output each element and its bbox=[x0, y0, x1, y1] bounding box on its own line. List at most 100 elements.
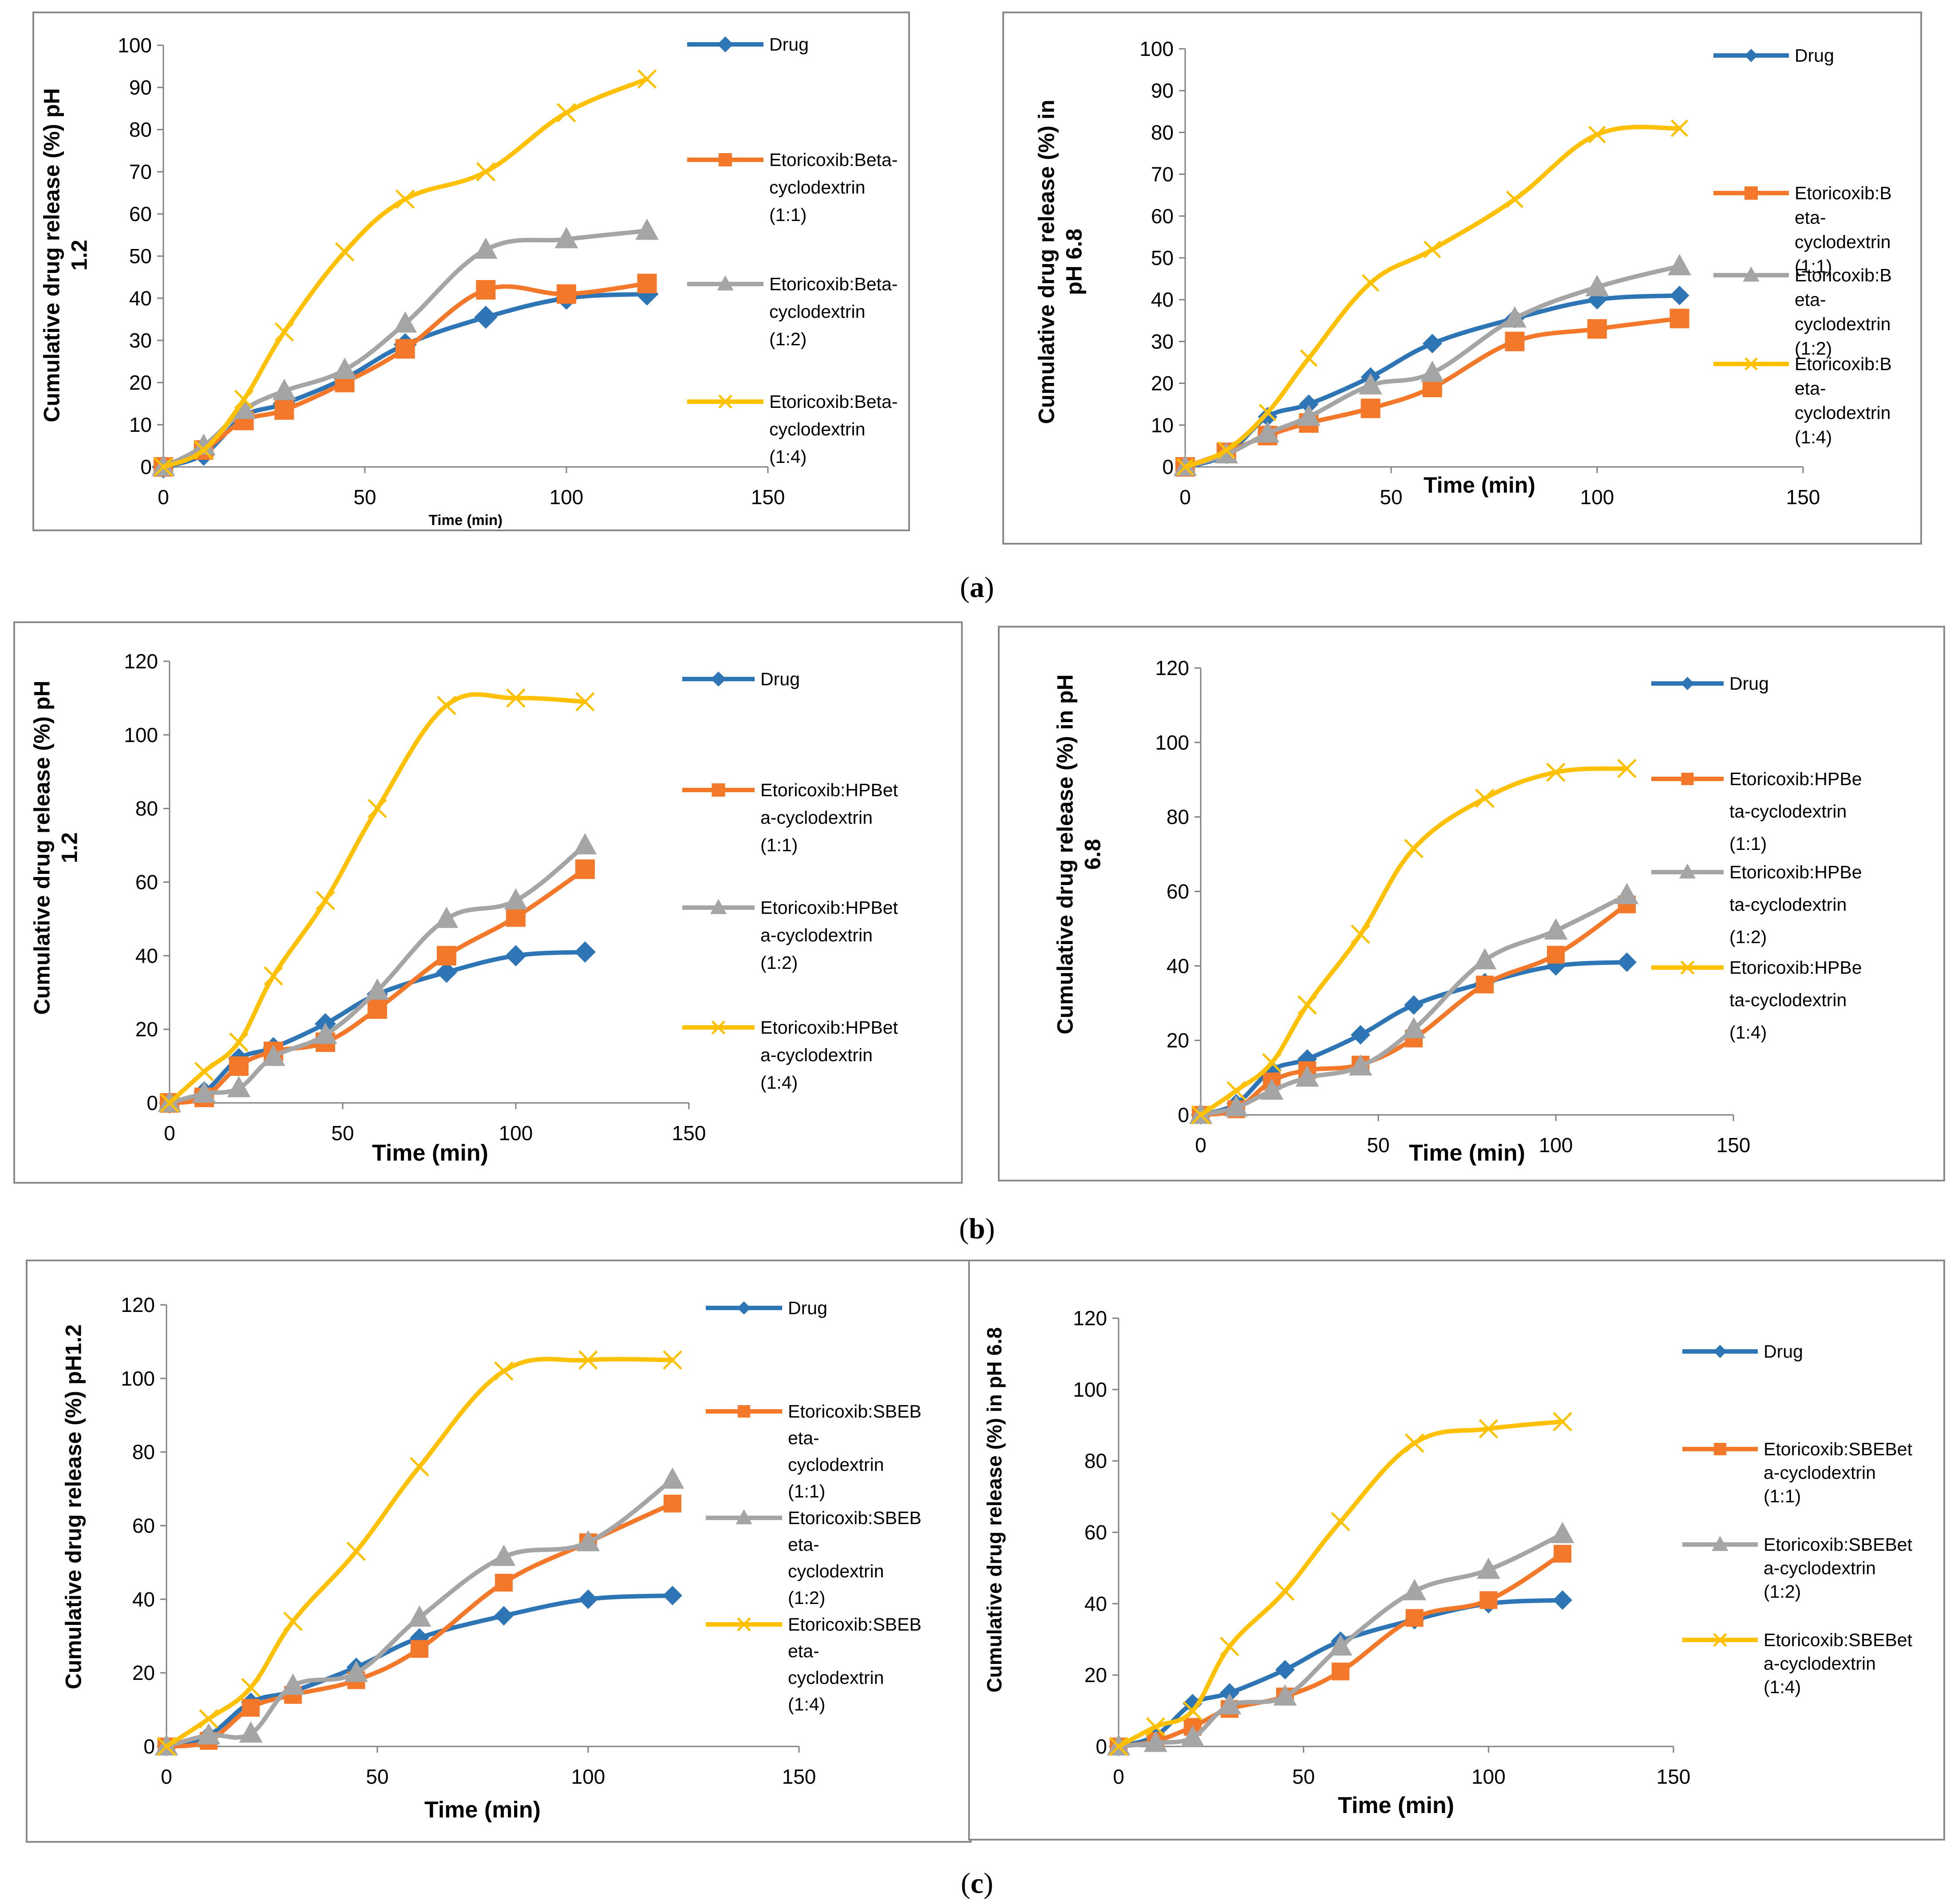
legend-entry: Etoricoxib:B eta-cyclodextrin (1:4) bbox=[1713, 354, 1892, 447]
data-point-x bbox=[368, 798, 387, 818]
y-tick-label: 20 bbox=[1167, 1029, 1189, 1052]
legend-label: cyclodextrin bbox=[1795, 232, 1891, 252]
data-point-square bbox=[437, 946, 456, 966]
data-point-square bbox=[1332, 1663, 1349, 1681]
legend-entry: Etoricoxib:B eta-cyclodextrin (1:2) bbox=[1713, 265, 1892, 359]
legend-label: Drug bbox=[769, 34, 809, 55]
data-point-triangle bbox=[1273, 1684, 1297, 1706]
y-tick-label: 50 bbox=[1151, 246, 1174, 269]
y-axis-title-line: Cumulative drug release (%) in pH 6.8 bbox=[983, 1327, 1006, 1692]
data-point-triangle bbox=[1668, 254, 1691, 276]
chart-frame bbox=[1002, 12, 1922, 545]
data-point-x bbox=[1617, 758, 1637, 778]
legend-label: eta- bbox=[1795, 378, 1826, 399]
data-point-triangle bbox=[474, 237, 498, 259]
series-line bbox=[1183, 125, 1682, 469]
y-axis-title-line: Cumulative drug release (%) pH bbox=[30, 681, 55, 1015]
data-point-x bbox=[1351, 924, 1370, 944]
x-tick-label: 0 bbox=[1113, 1765, 1124, 1788]
legend-marker-diamond bbox=[1713, 1345, 1727, 1358]
data-point-x bbox=[194, 440, 214, 460]
data-point-x bbox=[1670, 119, 1689, 137]
legend-entry: Drug bbox=[1651, 673, 1769, 694]
y-tick-label: 0 bbox=[146, 1091, 158, 1114]
y-tick-label: 40 bbox=[1151, 288, 1174, 311]
legend-label: (1:2) bbox=[1729, 927, 1767, 947]
data-point-triangle bbox=[1181, 1725, 1205, 1747]
series-x bbox=[157, 1350, 682, 1756]
legend-marker-x bbox=[711, 1020, 726, 1035]
series-x bbox=[154, 69, 657, 477]
x-tick-label: 150 bbox=[751, 486, 785, 509]
x-axis-title: Time (min) bbox=[424, 1797, 541, 1823]
data-point-x bbox=[1404, 1433, 1424, 1453]
legend-label: (1:2) bbox=[1764, 1581, 1801, 1602]
x-tick-label: 50 bbox=[1292, 1765, 1315, 1788]
data-point-triangle bbox=[192, 433, 216, 455]
series-x bbox=[1176, 119, 1689, 476]
data-point-x bbox=[494, 1361, 514, 1381]
series-line bbox=[1199, 766, 1629, 1117]
y-tick-label: 10 bbox=[129, 413, 152, 436]
data-point-x bbox=[476, 162, 496, 182]
data-point-triangle bbox=[261, 1044, 285, 1066]
data-point-x bbox=[346, 1541, 366, 1561]
series-line bbox=[167, 867, 587, 1105]
legend-marker-diamond bbox=[1681, 677, 1694, 690]
legend-label: Etoricoxib:B bbox=[1795, 265, 1892, 285]
data-point-diamond bbox=[1258, 407, 1278, 427]
y-tick-label: 0 bbox=[1096, 1735, 1107, 1758]
data-point-x bbox=[1109, 1737, 1128, 1756]
data-point-triangle bbox=[1503, 306, 1527, 328]
data-point-square bbox=[229, 1056, 249, 1076]
x-tick-label: 100 bbox=[1471, 1765, 1506, 1788]
legend-label: a-cyclodextrin bbox=[760, 1045, 873, 1065]
series-line bbox=[167, 950, 587, 1105]
data-point-diamond bbox=[1220, 1683, 1239, 1703]
legend-entry: Etoricoxib:B eta-cyclodextrin (1:1) bbox=[1713, 183, 1892, 277]
series-line bbox=[164, 1477, 675, 1749]
legend-marker-triangle bbox=[710, 899, 727, 914]
data-point-x bbox=[1191, 1105, 1210, 1125]
data-point-square bbox=[1476, 976, 1494, 994]
y-axis-title-line: Cumulative drug release (%) in pH bbox=[1053, 674, 1078, 1034]
data-point-square bbox=[495, 1574, 513, 1592]
data-point-triangle bbox=[1476, 1557, 1500, 1579]
legend-label: Etoricoxib:SBEBet bbox=[1764, 1630, 1913, 1650]
y-tick-label: 50 bbox=[129, 245, 152, 268]
x-tick-label: 50 bbox=[366, 1765, 388, 1788]
data-point-triangle bbox=[393, 311, 417, 333]
legend-label: Etoricoxib:B bbox=[1795, 354, 1892, 374]
data-point-square bbox=[1547, 946, 1565, 964]
data-point-triangle bbox=[661, 1467, 684, 1489]
legend-label: a-cyclodextrin bbox=[1764, 1462, 1876, 1483]
legend-label: (1:4) bbox=[1764, 1677, 1801, 1697]
data-point-x bbox=[1300, 349, 1318, 367]
data-point-triangle bbox=[573, 833, 597, 854]
data-point-square bbox=[557, 284, 576, 304]
legend-label: ta-cyclodextrin bbox=[1729, 801, 1847, 822]
y-tick-label: 90 bbox=[129, 76, 152, 99]
y-tick-label: 100 bbox=[1073, 1378, 1107, 1401]
y-tick-label: 80 bbox=[1084, 1450, 1107, 1473]
data-point-diamond bbox=[474, 305, 498, 329]
legend-label: eta- bbox=[1795, 289, 1826, 310]
chart-panel-3: 0 20 40 60 80 100 120 0 50 100 150 Time (min) Cumula… bbox=[13, 621, 963, 1184]
legend-label: eta- bbox=[1795, 207, 1826, 228]
legend-entry: Etoricoxib:HPBe ta-cyclodextrin (1:4) bbox=[1651, 957, 1862, 1043]
data-point-x bbox=[1176, 458, 1194, 476]
legend-label: Etoricoxib:Beta- bbox=[769, 150, 898, 170]
legend-label: Etoricoxib:SBEBet bbox=[1764, 1534, 1913, 1555]
legend-label: a-cyclodextrin bbox=[760, 925, 873, 945]
data-point-diamond bbox=[578, 1589, 598, 1609]
data-point-x bbox=[1220, 1637, 1239, 1656]
data-point-x bbox=[154, 457, 173, 477]
data-point-x bbox=[1183, 1701, 1202, 1721]
x-tick-label: 100 bbox=[550, 486, 584, 509]
caption-a: (a) bbox=[960, 571, 994, 604]
x-tick-label: 150 bbox=[1786, 486, 1820, 509]
y-tick-label: 60 bbox=[1151, 205, 1174, 228]
y-tick-label: 100 bbox=[1139, 37, 1174, 60]
data-point-triangle bbox=[635, 218, 659, 240]
legend-entry: Drug bbox=[687, 34, 809, 55]
